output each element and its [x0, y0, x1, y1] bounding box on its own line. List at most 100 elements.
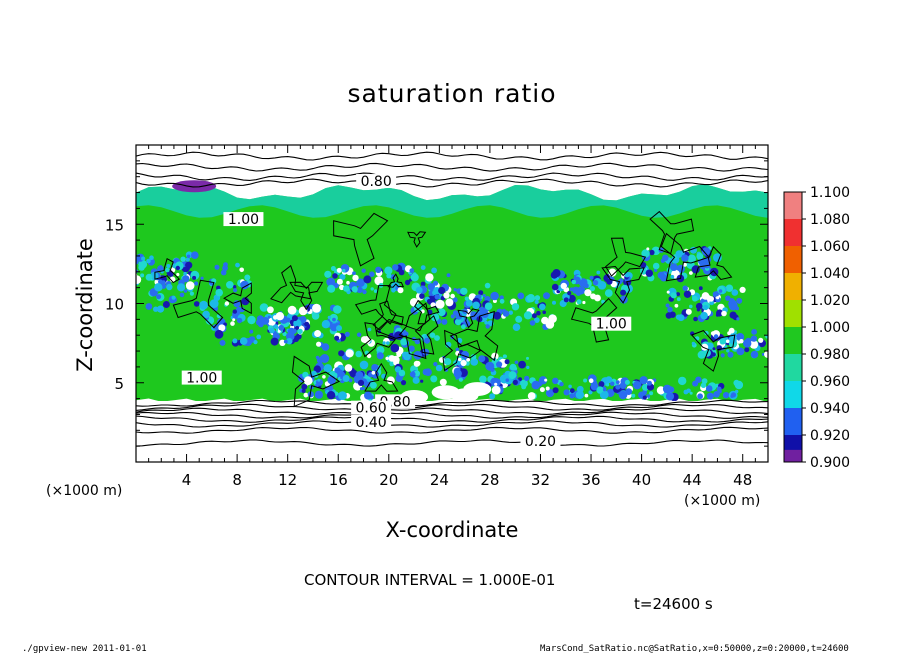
contour-line — [449, 310, 499, 362]
contour-line — [364, 362, 399, 392]
contour-line — [605, 237, 647, 277]
contour-line — [136, 420, 768, 428]
x-tick-label: 36 — [581, 471, 600, 489]
colorbar-swatch — [784, 381, 802, 408]
contour-line — [136, 426, 768, 434]
contour-line — [291, 355, 341, 408]
heatmap-field — [136, 145, 768, 462]
contour-line — [289, 281, 324, 311]
x-tick-label: 40 — [632, 471, 651, 489]
contour-line — [136, 399, 768, 408]
contour-line — [136, 439, 768, 447]
colorbar-label: 1.020 — [810, 293, 850, 309]
y-axis-label: Z-coordinate — [73, 238, 97, 372]
y-tick-label: 5 — [114, 375, 124, 393]
contour-label: 1.00 — [596, 317, 627, 333]
colorbar: 1.100 1.080 1.060 1.040 1.020 1.000 0.980 0.960… — [783, 185, 850, 471]
footer-right: MarsCond_SatRatio.nc@SatRatio,x=0:50000,… — [540, 644, 849, 654]
colorbar-label: 1.000 — [810, 320, 850, 336]
contour-label-bg — [223, 212, 264, 227]
colorbar-swatch — [784, 449, 802, 462]
colorbar-swatch — [784, 192, 802, 219]
contour-line — [407, 231, 427, 248]
contour-line — [172, 279, 224, 329]
contour-line — [372, 300, 404, 331]
subsaturated-cluster — [298, 364, 377, 402]
contour-line — [136, 403, 768, 411]
x-tick-label: 20 — [379, 471, 398, 489]
contour-line — [154, 257, 181, 284]
colorbar-label: 0.920 — [810, 428, 850, 444]
x-axis-label: X-coordinate — [386, 518, 519, 542]
contour-label-bg — [591, 316, 632, 331]
colorbar-swatch — [784, 219, 802, 246]
x-tick-label: 16 — [329, 471, 348, 489]
contour-line — [136, 411, 768, 419]
contour-line — [270, 264, 312, 304]
subsaturated-cluster — [324, 262, 451, 295]
colorbar-swatch — [784, 273, 802, 300]
contour-label-bg — [356, 174, 397, 189]
contour-line — [136, 178, 768, 188]
y-axis-ticks: 5 10 15 — [105, 144, 768, 463]
subsaturated-cluster — [596, 376, 744, 402]
contour-label-bg — [520, 433, 561, 448]
chart-title: saturation ratio — [347, 79, 556, 108]
contour-labels: 0.801.001.001.000.800.600.400.20 — [181, 174, 632, 450]
y-tick-label: 15 — [105, 216, 124, 234]
subsaturated-cluster — [450, 291, 557, 332]
contour-label: 0.60 — [356, 401, 387, 417]
time-label: t=24600 s — [634, 595, 713, 613]
colorbar-swatch — [784, 300, 802, 327]
contour-label-bg — [351, 414, 392, 429]
colorbar-label: 1.040 — [810, 266, 850, 282]
y-tick-label: 10 — [105, 296, 124, 314]
contour-line — [387, 273, 405, 288]
subsaturated-cluster — [136, 251, 199, 287]
contour-label-bg — [351, 400, 392, 415]
x-tick-label: 28 — [480, 471, 499, 489]
contour-line — [136, 415, 768, 423]
contour-label: 1.00 — [186, 371, 217, 387]
contour-line — [660, 232, 710, 282]
colorbar-label: 0.900 — [810, 455, 850, 471]
contour-line — [442, 329, 482, 372]
colorbar-swatch — [784, 354, 802, 381]
subsaturated-cluster — [665, 284, 746, 323]
contour-line — [690, 330, 736, 372]
x-tick-label: 48 — [733, 471, 752, 489]
contour-line — [136, 407, 768, 415]
colorbar-swatch — [784, 246, 802, 273]
low-ratio-patch — [172, 180, 217, 193]
contour-line — [457, 308, 480, 329]
colorbar-label: 1.060 — [810, 239, 850, 255]
contour-label: 0.40 — [356, 415, 387, 431]
colorbar-label: 0.980 — [810, 347, 850, 363]
contour-line — [223, 282, 252, 315]
saturated-region — [136, 184, 768, 402]
x-unit-right: (×1000 m) — [684, 493, 760, 509]
contour-line — [570, 297, 618, 343]
x-tick-label: 12 — [278, 471, 297, 489]
x-tick-label: 32 — [531, 471, 550, 489]
contour-line — [136, 172, 768, 181]
contour-line — [333, 212, 389, 267]
colorbar-label: 1.080 — [810, 212, 850, 228]
contour-label: 1.00 — [228, 212, 259, 228]
contour-line — [136, 162, 768, 172]
contour-line — [414, 299, 440, 325]
colorbar-label: 0.940 — [810, 401, 850, 417]
colorbar-label: 0.960 — [810, 374, 850, 390]
contour-label: 0.80 — [361, 174, 392, 190]
contour-line — [398, 315, 439, 355]
x-tick-label: 8 — [232, 471, 242, 489]
x-tick-label: 44 — [683, 471, 702, 489]
x-tick-label: 24 — [430, 471, 449, 489]
x-axis-ticks: 4 8 12 16 20 24 28 32 36 40 44 48 — [135, 145, 769, 489]
dry-gap — [450, 388, 479, 403]
subsaturated-cluster — [476, 374, 629, 400]
x-tick-label: 4 — [182, 471, 192, 489]
contour-line — [136, 151, 768, 161]
contour-line — [360, 322, 397, 358]
